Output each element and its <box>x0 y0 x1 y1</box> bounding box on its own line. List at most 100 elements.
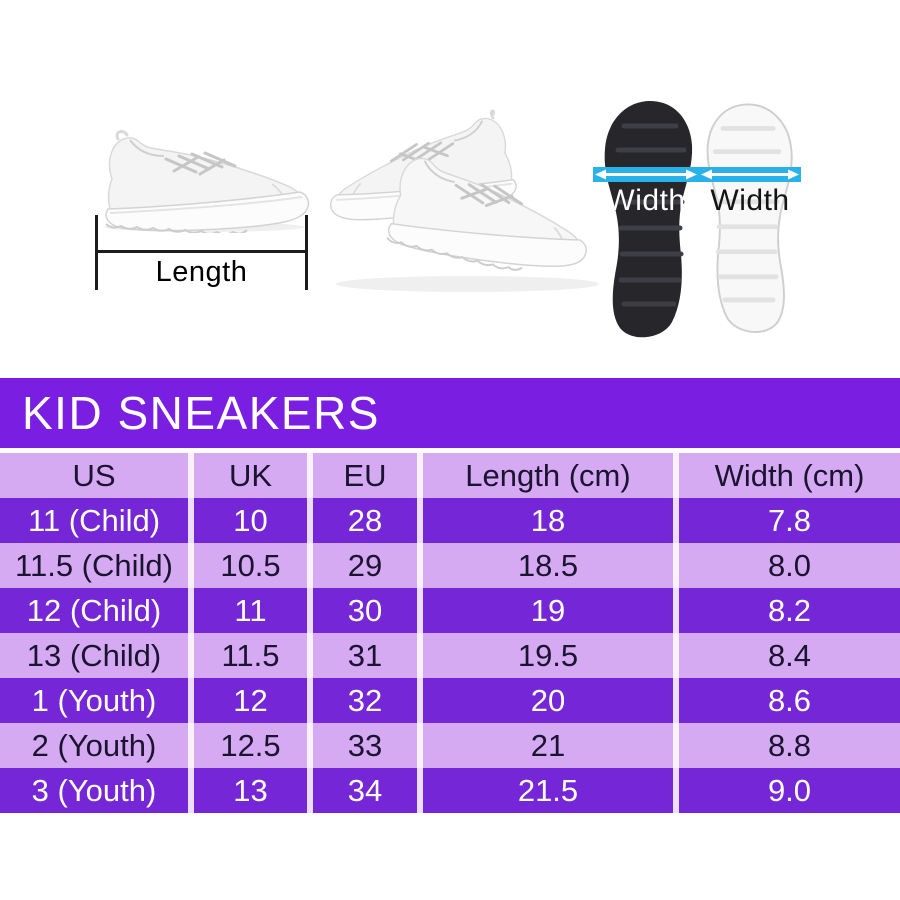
table-cell: 8.8 <box>767 728 812 763</box>
table-cell: 33 <box>347 728 383 763</box>
column-separator <box>307 543 313 588</box>
column-separator <box>673 453 679 498</box>
table-cell: 11.5 <box>221 638 280 673</box>
length-label: Length <box>155 256 248 288</box>
table-header-row: US UK EU Length (cm) Width (cm) <box>0 453 900 498</box>
table-cell: 20 <box>530 683 566 718</box>
header-cell: US <box>72 458 116 493</box>
chart-title: KID SNEAKERS <box>22 387 380 439</box>
table-cell: 29 <box>347 548 383 583</box>
table-cell: 19.5 <box>517 638 579 673</box>
column-separator <box>188 453 194 498</box>
column-separator <box>188 678 194 723</box>
table-cell: 18.5 <box>517 548 579 583</box>
width-label-white-sole: Width <box>710 184 790 217</box>
table-row: 11 (Child) 10 28 18 7.8 <box>0 498 900 543</box>
table-row: 11.5 (Child) 10.5 29 18.5 8.0 <box>0 543 900 588</box>
column-separator <box>417 588 423 633</box>
column-separator <box>417 633 423 678</box>
column-separator <box>188 633 194 678</box>
table-cell: 8.4 <box>767 638 812 673</box>
header-cell: Width (cm) <box>714 458 865 493</box>
column-separator <box>417 678 423 723</box>
width-arrow-icon <box>701 169 799 180</box>
table-cell: 3 (Youth) <box>31 773 157 808</box>
table-cell: 10.5 <box>220 548 281 583</box>
length-bracket-right-end <box>305 215 308 290</box>
column-separator <box>417 453 423 498</box>
column-separator <box>188 543 194 588</box>
table-cell: 31 <box>347 638 383 673</box>
length-bracket-left-end <box>95 215 98 290</box>
table-cell: 13 <box>233 773 268 808</box>
table-cell: 2 (Youth) <box>31 728 157 763</box>
column-separator <box>307 723 313 768</box>
width-measure-bar-white-sole <box>699 167 801 182</box>
column-separator <box>307 498 313 543</box>
column-separator <box>188 588 194 633</box>
header-cell: Length (cm) <box>465 458 631 493</box>
section-title-banner: KID SNEAKERS <box>0 378 900 448</box>
table-cell: 30 <box>347 593 383 628</box>
column-separator <box>307 633 313 678</box>
column-separator <box>673 723 679 768</box>
laces-icon <box>164 151 237 176</box>
black-sole-photo <box>604 101 693 338</box>
table-cell: 21 <box>530 728 566 763</box>
column-separator <box>188 768 194 813</box>
table-cell: 8.2 <box>767 593 812 628</box>
column-separator <box>188 723 194 768</box>
table-cell: 12 (Child) <box>26 593 162 628</box>
table-cell: 11 <box>234 593 267 628</box>
table-cell: 11.5 (Child) <box>15 548 173 583</box>
column-separator <box>673 678 679 723</box>
table-cell: 1 (Youth) <box>31 683 157 718</box>
table-row: 2 (Youth) 12.5 33 21 8.8 <box>0 723 900 768</box>
width-label-black-sole: Width <box>606 184 686 217</box>
white-sole-photo <box>706 103 793 333</box>
sneaker-pair-photo <box>329 109 598 292</box>
side-sneaker-photo <box>104 130 310 233</box>
column-separator <box>673 543 679 588</box>
column-separator <box>417 768 423 813</box>
column-separator <box>188 498 194 543</box>
column-separator <box>307 453 313 498</box>
table-cell: 7.8 <box>767 503 812 538</box>
column-separator <box>673 498 679 543</box>
width-arrow-icon <box>595 169 697 180</box>
table-cell: 8.0 <box>767 548 812 583</box>
size-table: US UK EU Length (cm) Width (cm) 11 (Child) 10 2… <box>0 453 900 813</box>
column-separator <box>417 723 423 768</box>
table-cell: 28 <box>347 503 383 538</box>
column-separator <box>673 633 679 678</box>
column-separator <box>417 543 423 588</box>
length-bracket-horizontal-line <box>95 250 308 253</box>
column-separator <box>417 498 423 543</box>
table-cell: 21.5 <box>517 773 579 808</box>
table-cell: 11 (Child) <box>27 503 161 538</box>
column-separator <box>307 768 313 813</box>
table-cell: 10 <box>233 503 268 538</box>
table-row: 1 (Youth) 12 32 20 8.6 <box>0 678 900 723</box>
table-cell: 34 <box>347 773 383 808</box>
header-cell: EU <box>343 458 387 493</box>
column-separator <box>307 678 313 723</box>
column-separator <box>673 588 679 633</box>
column-separator <box>673 768 679 813</box>
table-cell: 12.5 <box>220 728 281 763</box>
table-cell: 8.6 <box>767 683 812 718</box>
column-separator <box>307 588 313 633</box>
table-cell: 18 <box>530 503 566 538</box>
table-cell: 13 (Child) <box>26 638 162 673</box>
table-row: 3 (Youth) 13 34 21.5 9.0 <box>0 768 900 813</box>
table-cell: 19 <box>530 593 566 628</box>
table-cell: 9.0 <box>767 773 812 808</box>
table-row: 12 (Child) 11 30 19 8.2 <box>0 588 900 633</box>
table-cell: 12 <box>233 683 268 718</box>
table-cell: 32 <box>347 683 383 718</box>
table-row: 13 (Child) 11.5 31 19.5 8.4 <box>0 633 900 678</box>
hero-section: Length <box>0 0 900 378</box>
header-cell: UK <box>228 458 273 493</box>
width-measure-bar-black-sole <box>593 167 699 182</box>
